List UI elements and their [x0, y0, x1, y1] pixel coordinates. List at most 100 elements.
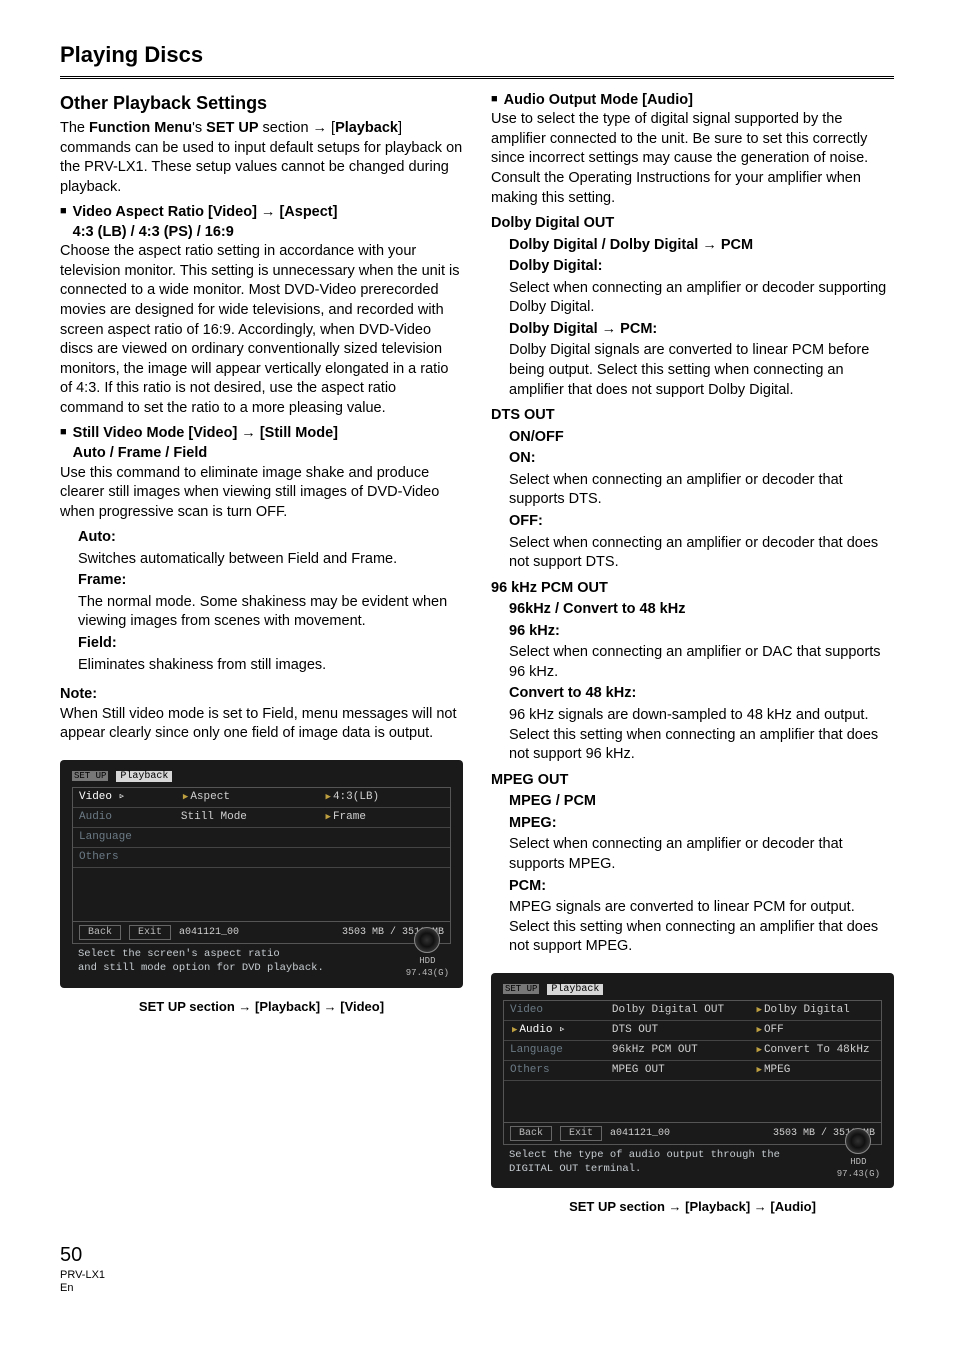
setting-value: ▶MPEG — [749, 1061, 881, 1081]
square-bullet-icon: ■ — [60, 424, 67, 442]
disc-icon — [845, 1128, 871, 1154]
mpeg-options: MPEG / PCM — [509, 792, 894, 812]
back-button[interactable]: Back — [79, 925, 121, 941]
page-number: 50 — [60, 1242, 894, 1269]
dolby-options: Dolby Digital / Dolby Digital → PCM — [509, 236, 894, 256]
panel-grid: Video Dolby Digital OUT ▶Dolby Digital ▶… — [503, 1000, 882, 1080]
k96b-heading: Convert to 48 kHz: — [509, 684, 894, 704]
setting-key: Dolby Digital OUT — [606, 1001, 749, 1021]
setup-panel: SET UP Playback Video ▹ ▶Aspect ▶4:3(LB)… — [60, 760, 463, 988]
setting-value: ▶Dolby Digital — [749, 1001, 881, 1021]
mpeg-heading: MPEG OUT — [491, 771, 894, 791]
note-body: When Still video mode is set to Field, m… — [60, 705, 463, 744]
menu-item: ▶Audio ▹ — [504, 1021, 606, 1041]
bullet-video-aspect: ■ Video Aspect Ratio [Video] → [Aspect] … — [60, 203, 463, 242]
bullet-options: 4:3 (LB) / 4:3 (PS) / 16:9 — [73, 223, 338, 243]
panel-code: a041121_00 — [610, 1127, 670, 1141]
dolby-digital-heading: Dolby Digital: — [509, 257, 894, 277]
panel-button-row: Back Exit a041121_00 3503 MB / 3519 MB — [72, 922, 451, 945]
setting-key: ▶Aspect — [175, 788, 318, 808]
still-body: Use this command to eliminate image shak… — [60, 464, 463, 523]
page-header: Playing Discs — [60, 40, 894, 79]
page-title: Playing Discs — [60, 40, 894, 70]
breadcrumb: SET UP Playback — [72, 770, 451, 784]
bullet-still-mode: ■ Still Video Mode [Video] → [Still Mode… — [60, 424, 463, 463]
bullet-title: Still Video Mode [Video] → [Still Mode] — [73, 424, 338, 444]
panel-message: Select the type of audio output through … — [503, 1145, 882, 1178]
breadcrumb: SET UP Playback — [503, 983, 882, 997]
panel-caption: SET UP section → [Playback] → [Audio] — [491, 1198, 894, 1216]
setting-value: ▶OFF — [749, 1021, 881, 1041]
dts-heading: DTS OUT — [491, 406, 894, 426]
square-bullet-icon: ■ — [491, 91, 498, 109]
auto-block: Auto: Switches automatically between Fie… — [60, 528, 463, 675]
audio-panel-screenshot: SET UP Playback Video Dolby Digital OUT … — [491, 973, 894, 1189]
menu-item: Others — [504, 1061, 606, 1081]
setting-key: Still Mode — [175, 808, 318, 828]
menu-item: Video ▹ — [73, 788, 175, 808]
dolby-digital-body: Select when connecting an amplifier or d… — [509, 279, 894, 318]
mpeg2-body: MPEG signals are converted to linear PCM… — [509, 898, 894, 957]
left-column: Other Playback Settings The Function Men… — [60, 91, 463, 1216]
model-label: PRV-LX1 — [60, 1269, 894, 1282]
mpeg1-body: Select when connecting an amplifier or d… — [509, 835, 894, 874]
panel-grid: Video ▹ ▶Aspect ▶4:3(LB) Audio Still Mod… — [72, 787, 451, 867]
panel-spacer — [503, 1081, 882, 1123]
k96-heading: 96 kHz PCM OUT — [491, 579, 894, 599]
hdd-indicator: HDD 97.43(G) — [837, 1128, 880, 1180]
back-button[interactable]: Back — [510, 1126, 552, 1142]
auto-body: Switches automatically between Field and… — [78, 550, 463, 570]
mpeg1-heading: MPEG: — [509, 814, 894, 834]
frame-body: The normal mode. Some shakiness may be e… — [78, 593, 463, 632]
auto-heading: Auto: — [78, 528, 463, 548]
audio-body: Use to select the type of digital signal… — [491, 110, 894, 208]
exit-button[interactable]: Exit — [129, 925, 171, 941]
video-panel-screenshot: SET UP Playback Video ▹ ▶Aspect ▶4:3(LB)… — [60, 760, 463, 988]
square-bullet-icon: ■ — [60, 203, 67, 221]
panel-message: Select the screen's aspect ratio and sti… — [72, 944, 451, 977]
right-column: ■ Audio Output Mode [Audio] Use to selec… — [491, 91, 894, 1216]
aspect-body: Choose the aspect ratio setting in accor… — [60, 242, 463, 418]
field-heading: Field: — [78, 634, 463, 654]
dts-off-body: Select when connecting an amplifier or d… — [509, 534, 894, 573]
frame-heading: Frame: — [78, 571, 463, 591]
menu-item: Others — [73, 848, 175, 868]
panel-caption: SET UP section → [Playback] → [Video] — [60, 998, 463, 1016]
setting-key: 96kHz PCM OUT — [606, 1041, 749, 1061]
dolby-pcm-body: Dolby Digital signals are converted to l… — [509, 341, 894, 400]
content-columns: Other Playback Settings The Function Men… — [60, 91, 894, 1216]
panel-code: a041121_00 — [179, 926, 239, 940]
dolby-pcm-heading: Dolby Digital → PCM: — [509, 320, 894, 340]
setting-value: ▶Frame — [318, 808, 450, 828]
menu-item: Language — [504, 1041, 606, 1061]
bullet-audio-output: ■ Audio Output Mode [Audio] — [491, 91, 894, 111]
page-footer: 50 PRV-LX1 En — [60, 1242, 894, 1295]
menu-item: Language — [73, 828, 175, 848]
note-heading: Note: — [60, 685, 463, 705]
dts-on-heading: ON: — [509, 449, 894, 469]
hdd-indicator: HDD 97.43(G) — [406, 927, 449, 979]
k96a-body: Select when connecting an amplifier or D… — [509, 643, 894, 682]
k96a-heading: 96 kHz: — [509, 622, 894, 642]
panel-spacer — [72, 868, 451, 922]
panel-button-row: Back Exit a041121_00 3503 MB / 3519 MB — [503, 1123, 882, 1146]
dts-off-heading: OFF: — [509, 512, 894, 532]
exit-button[interactable]: Exit — [560, 1126, 602, 1142]
menu-item: Audio — [73, 808, 175, 828]
mpeg2-heading: PCM: — [509, 877, 894, 897]
intro-paragraph: The Function Menu's SET UP section → [Pl… — [60, 119, 463, 197]
k96b-body: 96 kHz signals are down-sampled to 48 kH… — [509, 706, 894, 765]
bullet-title: Audio Output Mode [Audio] — [504, 91, 693, 111]
setup-panel: SET UP Playback Video Dolby Digital OUT … — [491, 973, 894, 1189]
lang-label: En — [60, 1282, 894, 1295]
dolby-heading: Dolby Digital OUT — [491, 214, 894, 234]
setting-value: ▶4:3(LB) — [318, 788, 450, 808]
bullet-options: Auto / Frame / Field — [73, 444, 338, 464]
k96-options: 96kHz / Convert to 48 kHz — [509, 600, 894, 620]
setting-key: MPEG OUT — [606, 1061, 749, 1081]
disc-icon — [414, 927, 440, 953]
menu-item: Video — [504, 1001, 606, 1021]
dts-options: ON/OFF — [509, 428, 894, 448]
setting-key: DTS OUT — [606, 1021, 749, 1041]
dts-on-body: Select when connecting an amplifier or d… — [509, 471, 894, 510]
